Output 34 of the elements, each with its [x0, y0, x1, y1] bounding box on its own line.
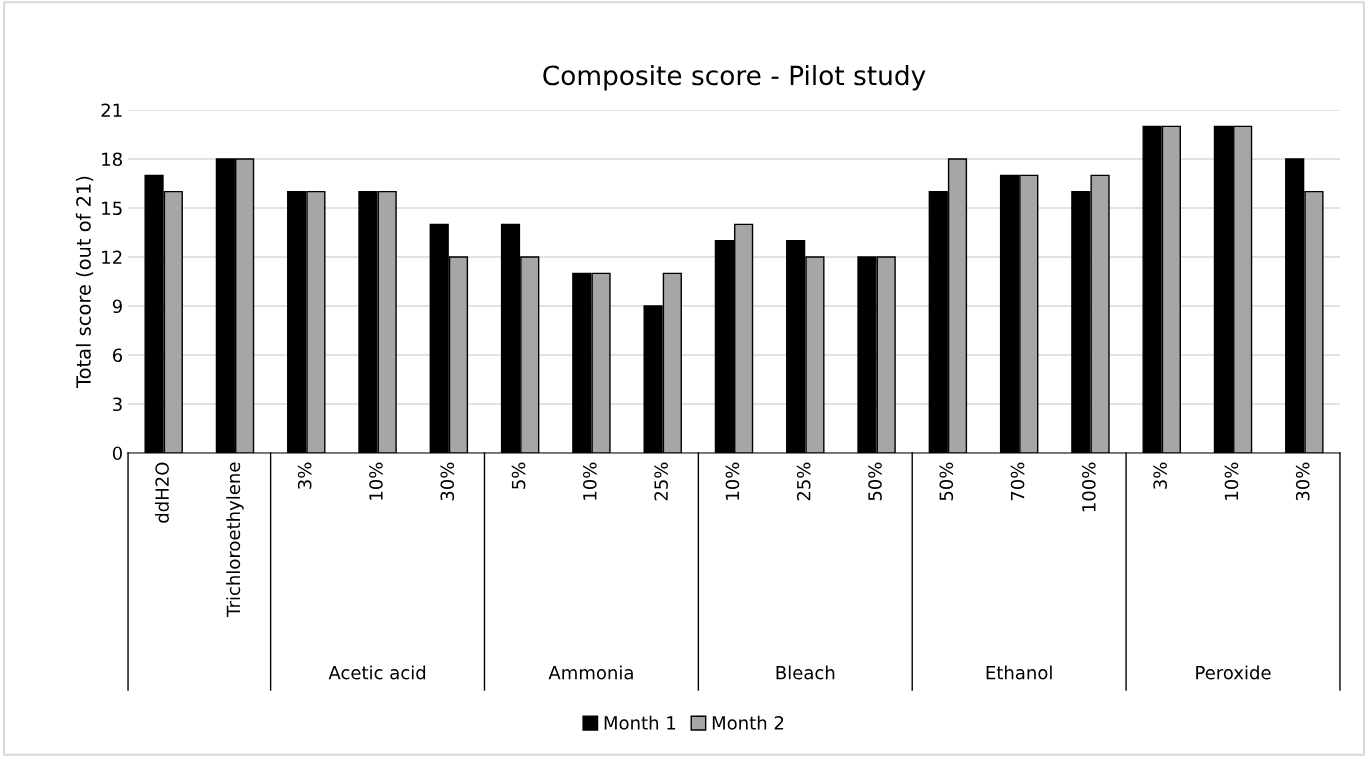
y-tick-label: 3	[113, 397, 122, 412]
x-tick-label: 30%	[1295, 462, 1310, 501]
y-tick-label: 6	[112, 348, 123, 363]
y-tick-label: 18	[102, 152, 122, 167]
legend-label: Month 2	[712, 715, 784, 730]
x-tick-label: 70%	[1010, 462, 1025, 501]
y-tick-label: 15	[102, 201, 122, 216]
x-tick-label: 30%	[440, 462, 455, 501]
chart-title: Composite score - Pilot study	[543, 64, 926, 91]
x-tick-label: 3%	[297, 462, 312, 489]
text: Ammonia	[548, 665, 633, 680]
x-tick-label: 25%	[796, 462, 811, 501]
x-tick-label: ddH2O	[154, 462, 169, 523]
text: Acetic acid	[328, 665, 426, 680]
x-tick-label: 5%	[511, 462, 526, 489]
legend-label: Month 1	[604, 715, 676, 730]
x-tick-label: 10%	[1224, 462, 1239, 500]
y-tick-label: 9	[112, 299, 122, 314]
y-tick-label: 12	[102, 250, 122, 264]
y-axis-title: Total score (out of 21)	[75, 176, 94, 388]
x-tick-label: 100%	[1082, 462, 1096, 512]
x-tick-label: 3%	[1153, 462, 1167, 489]
x-tick-label: 10%	[583, 462, 597, 500]
x-tick-label: 50%	[868, 462, 882, 501]
x-tick-label: 10%	[369, 462, 383, 500]
text: Ethanol	[986, 665, 1052, 680]
x-tick-label: 25%	[654, 462, 668, 501]
x-tick-label: Trichloroethylene	[226, 462, 244, 617]
y-tick-label: 0	[112, 446, 122, 461]
x-tick-label: 50%	[939, 462, 954, 501]
x-tick-label: 10%	[725, 462, 740, 500]
y-tick-label: 21	[101, 103, 122, 117]
text: Bleach	[776, 665, 835, 680]
text: Peroxide	[1196, 665, 1271, 680]
